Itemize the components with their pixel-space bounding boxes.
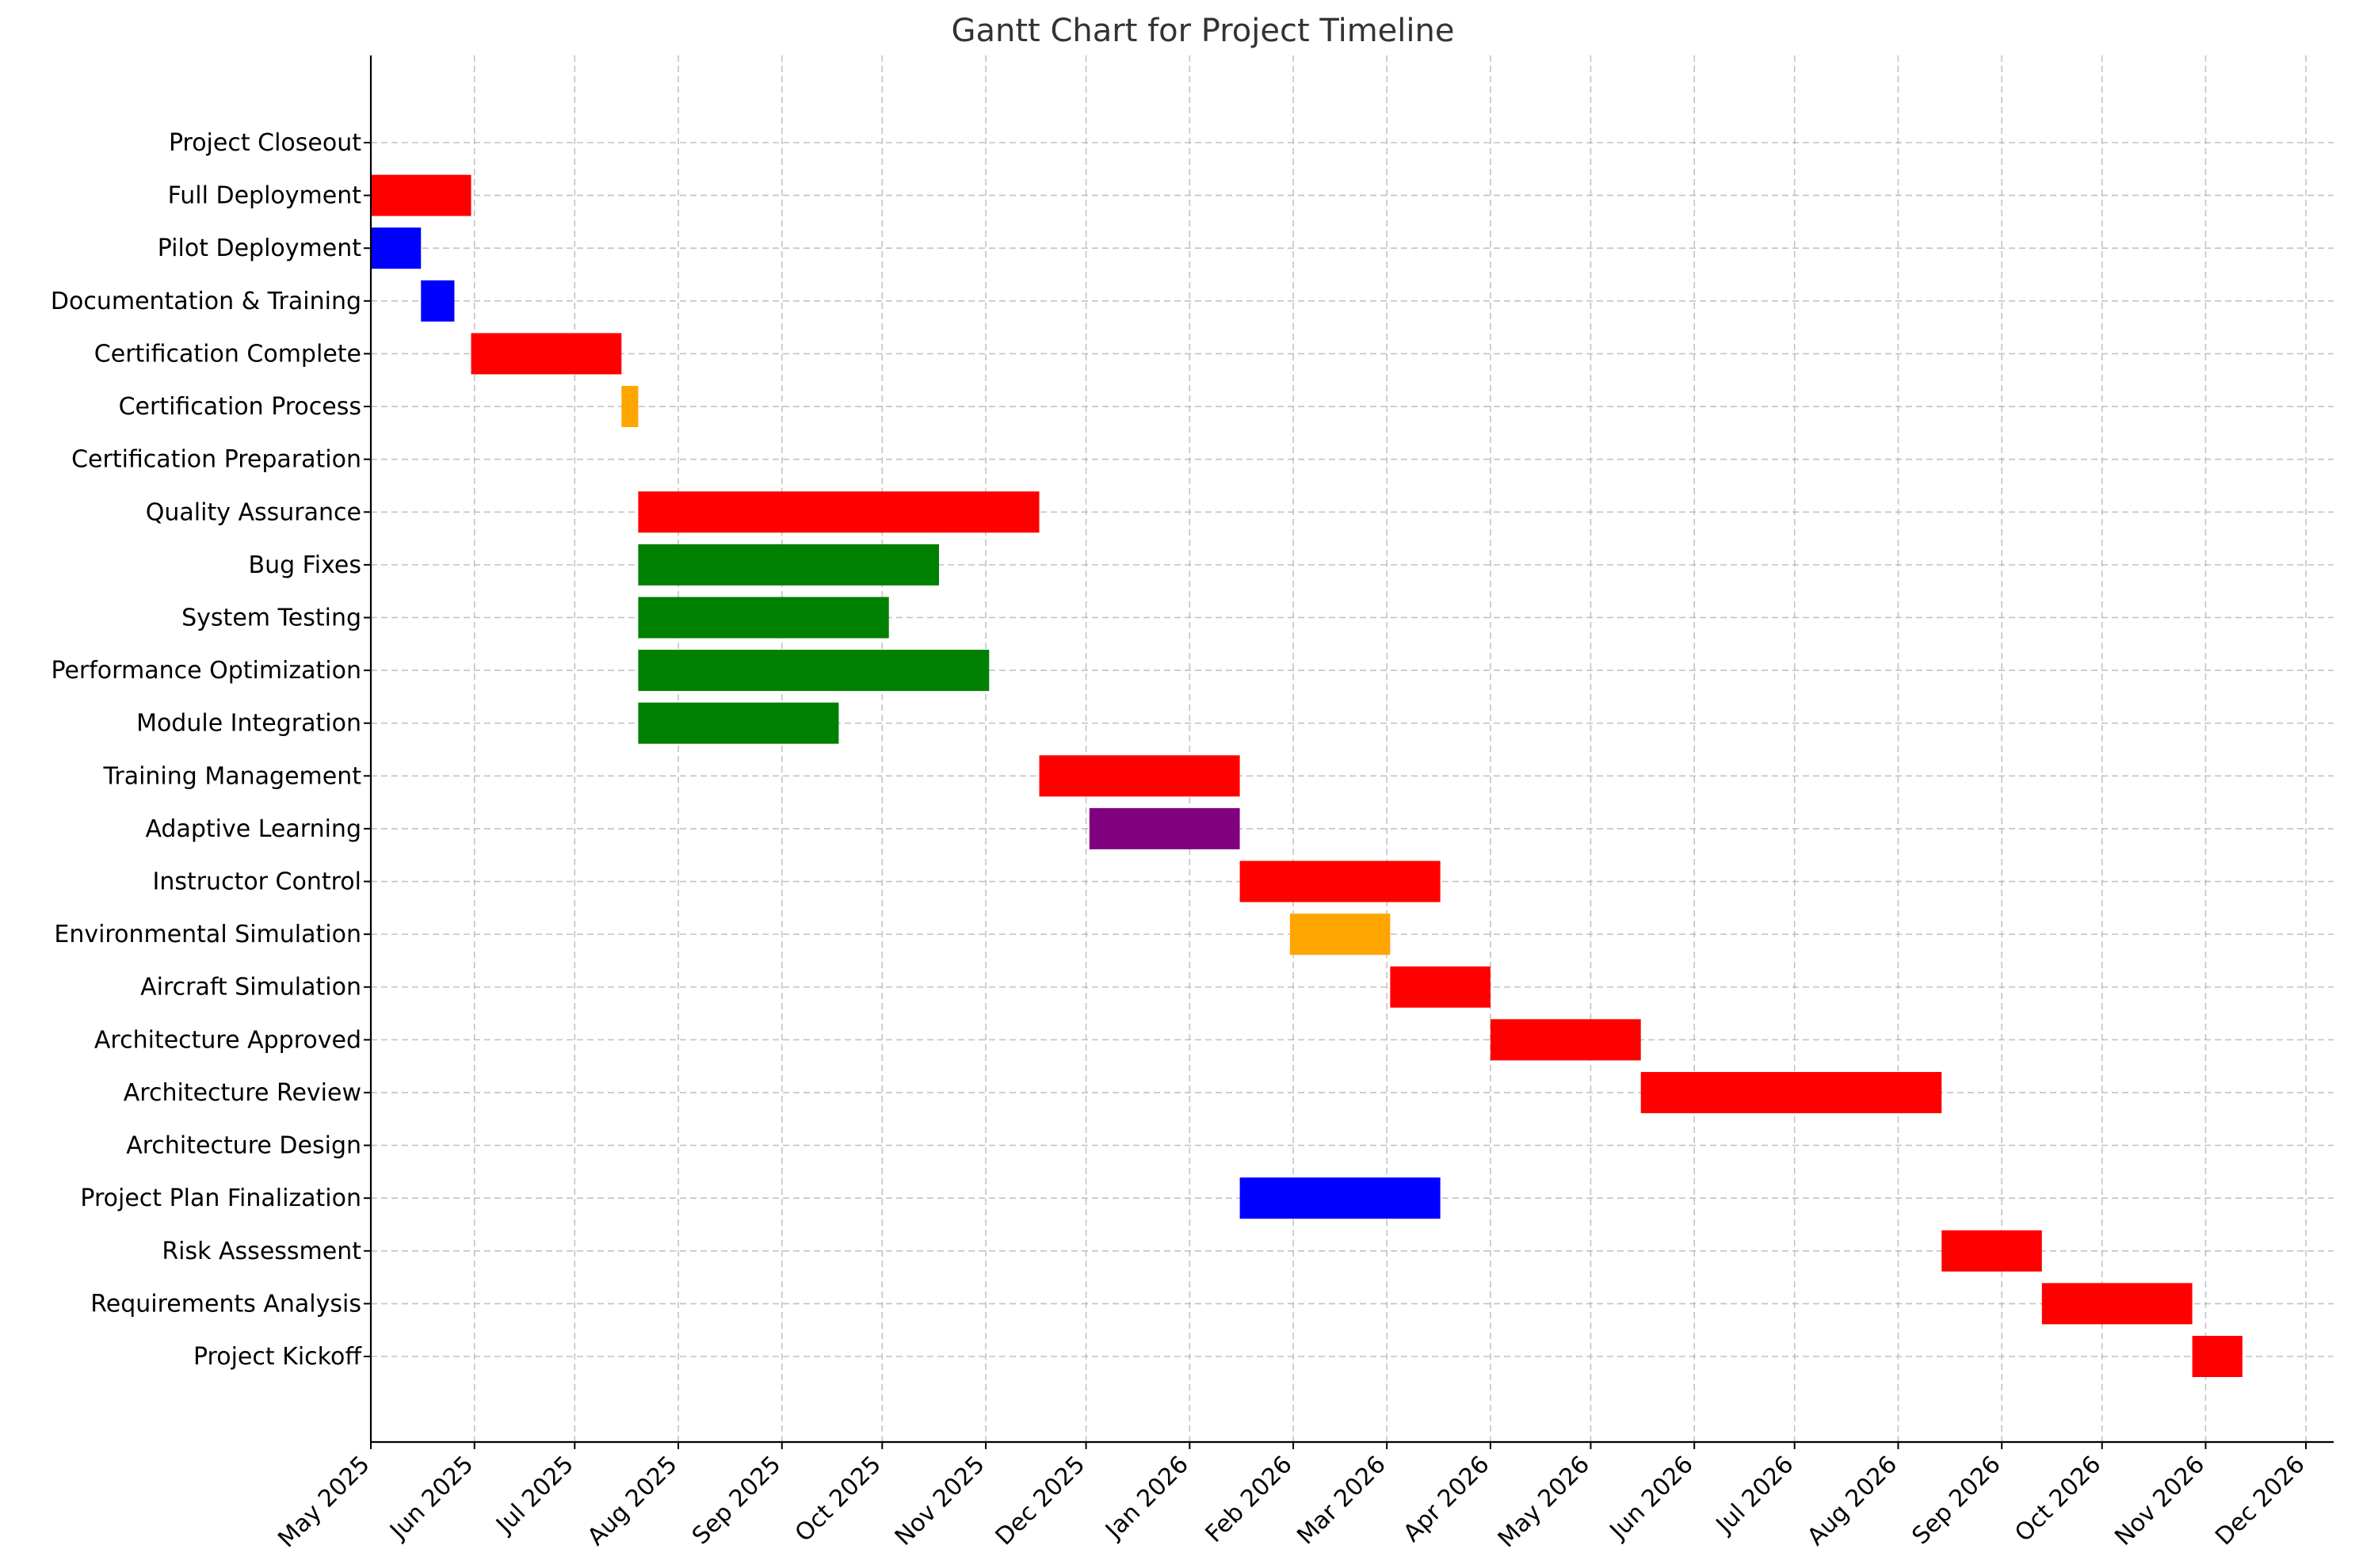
y-tick-label: Certification Process xyxy=(119,393,361,421)
task-bar xyxy=(1490,1019,1641,1061)
y-tick-label: System Testing xyxy=(181,604,361,631)
y-tick-label: Full Deployment xyxy=(168,182,362,210)
task-bar xyxy=(1089,807,1240,849)
x-tick-label: Nov 2026 xyxy=(2109,1451,2210,1551)
task-bar xyxy=(1289,914,1391,956)
y-tick-label: Risk Assessment xyxy=(162,1238,361,1265)
y-tick-label: Architecture Review xyxy=(124,1079,361,1107)
y-tick-label: Training Management xyxy=(102,762,361,790)
y-tick-label: Architecture Design xyxy=(126,1132,361,1160)
y-tick-label: Aircraft Simulation xyxy=(140,974,361,1001)
task-bar xyxy=(371,174,471,216)
y-tick-label: Requirements Analysis xyxy=(90,1290,361,1318)
task-bar xyxy=(638,491,1040,533)
y-tick-label: Adaptive Learning xyxy=(145,815,361,843)
y-axis-ticks: Project Closeout Full Deployment Pilot Dep… xyxy=(51,129,371,1371)
task-bar xyxy=(1640,1071,1942,1113)
x-axis-ticks: May 2025 Jun 2025 Jul 2025 Aug 2025 Sep 2025… xyxy=(273,1442,2311,1553)
task-bar xyxy=(638,702,839,744)
x-tick-label: Aug 2026 xyxy=(1802,1451,1903,1551)
y-tick-label: Project Kickoff xyxy=(193,1343,362,1371)
x-tick-label: Apr 2026 xyxy=(1398,1451,1494,1547)
y-tick-label: Pilot Deployment xyxy=(158,235,361,262)
x-tick-label: Jul 2025 xyxy=(490,1451,578,1539)
task-bar xyxy=(1239,860,1441,902)
task-bar xyxy=(421,280,455,322)
y-tick-label: Quality Assurance xyxy=(146,498,361,526)
task-bar xyxy=(1239,1177,1441,1219)
chart-title: Gantt Chart for Project Timeline xyxy=(952,13,1455,49)
task-bar xyxy=(621,386,639,428)
x-tick-label: Aug 2025 xyxy=(582,1451,683,1551)
y-tick-label: Performance Optimization xyxy=(51,657,361,685)
x-tick-label: Sep 2025 xyxy=(687,1451,786,1550)
task-bar xyxy=(638,544,939,586)
x-tick-label: Dec 2025 xyxy=(991,1451,1091,1551)
x-tick-label: Sep 2026 xyxy=(1907,1451,2006,1550)
task-bar xyxy=(1390,966,1491,1008)
task-bar xyxy=(1941,1230,2042,1272)
x-tick-label: Nov 2025 xyxy=(890,1451,991,1551)
task-bar xyxy=(2192,1336,2243,1377)
y-tick-label: Documentation & Training xyxy=(51,288,361,315)
task-bar xyxy=(638,650,990,692)
task-bar xyxy=(471,333,622,375)
x-tick-label: Jan 2026 xyxy=(1099,1451,1194,1546)
y-tick-label: Project Plan Finalization xyxy=(80,1185,361,1212)
x-tick-label: Oct 2026 xyxy=(2010,1451,2106,1547)
x-tick-label: Dec 2026 xyxy=(2210,1451,2311,1551)
y-tick-label: Module Integration xyxy=(136,710,361,738)
y-tick-label: Certification Preparation xyxy=(71,446,361,474)
x-tick-label: Mar 2026 xyxy=(1292,1451,1391,1551)
y-tick-label: Instructor Control xyxy=(152,868,361,896)
bars xyxy=(371,174,2243,1377)
x-tick-label: May 2026 xyxy=(1493,1451,1595,1553)
y-tick-label: Certification Complete xyxy=(94,340,361,368)
y-tick-label: Environmental Simulation xyxy=(54,921,361,948)
x-tick-label: Feb 2026 xyxy=(1200,1451,1298,1548)
grid xyxy=(370,55,2334,1442)
x-tick-label: Oct 2025 xyxy=(790,1451,887,1547)
task-bar xyxy=(638,597,889,639)
task-bar xyxy=(2041,1283,2193,1325)
x-tick-label: Jun 2025 xyxy=(384,1451,479,1546)
x-tick-label: May 2025 xyxy=(273,1451,375,1553)
y-tick-label: Bug Fixes xyxy=(249,551,362,579)
x-tick-label: Jun 2026 xyxy=(1604,1451,1699,1546)
y-tick-label: Architecture Approved xyxy=(94,1026,361,1054)
task-bar xyxy=(1039,755,1240,797)
task-bar xyxy=(371,227,422,269)
y-tick-label: Project Closeout xyxy=(169,129,361,157)
x-tick-label: Jul 2026 xyxy=(1710,1451,1799,1539)
